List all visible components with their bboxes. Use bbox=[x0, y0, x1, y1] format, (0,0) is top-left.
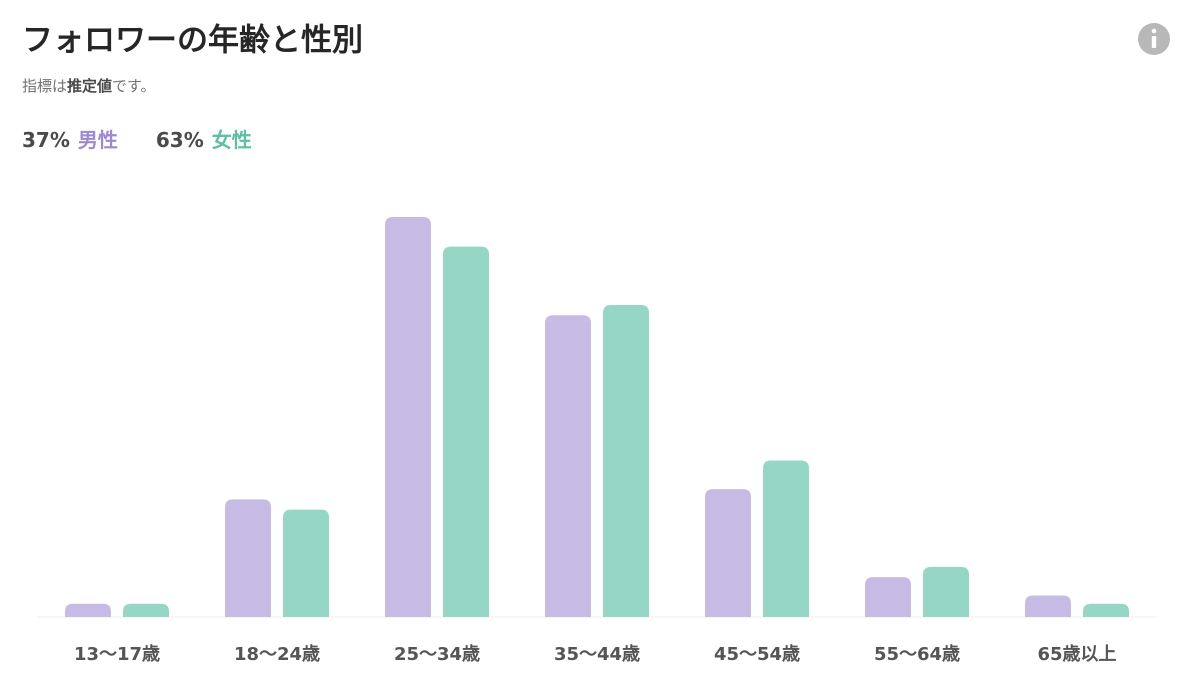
subtitle-text: です。 bbox=[112, 77, 156, 95]
bar bbox=[865, 577, 911, 617]
x-tick-label: 35〜44歳 bbox=[554, 644, 640, 665]
bar bbox=[385, 217, 431, 617]
bar bbox=[123, 603, 169, 617]
subtitle: 指標は推定値です。 bbox=[22, 77, 156, 95]
x-tick-label: 65歳以上 bbox=[1037, 644, 1116, 665]
x-tick-label: 13〜17歳 bbox=[74, 644, 160, 665]
subtitle-emphasis: 推定値 bbox=[67, 77, 112, 95]
bar bbox=[1025, 595, 1071, 617]
legend: 37% 男性 63% 女性 bbox=[22, 128, 252, 152]
bar bbox=[763, 460, 809, 617]
legend-share: 63% bbox=[156, 128, 204, 152]
legend-name: 女性 bbox=[212, 128, 252, 152]
bar bbox=[65, 603, 111, 617]
chart-title: フォロワーの年齢と性別 bbox=[22, 23, 363, 59]
bar bbox=[603, 304, 649, 617]
x-tick-label: 18〜24歳 bbox=[234, 644, 320, 665]
x-tick-label: 45〜54歳 bbox=[714, 644, 800, 665]
info-dot bbox=[1151, 28, 1157, 34]
bar bbox=[283, 509, 329, 617]
legend-name: 男性 bbox=[78, 128, 118, 152]
x-tick-label: 55〜64歳 bbox=[874, 644, 960, 665]
bar bbox=[443, 246, 489, 617]
x-tick-label: 25〜34歳 bbox=[394, 644, 480, 665]
bar bbox=[705, 489, 751, 617]
subtitle-text: 指標は bbox=[22, 77, 67, 95]
info-bar bbox=[1151, 36, 1157, 48]
bar bbox=[923, 566, 969, 617]
info-icon[interactable] bbox=[1138, 23, 1170, 55]
bar bbox=[225, 499, 271, 617]
bar bbox=[1083, 603, 1129, 617]
legend-share: 37% bbox=[22, 128, 70, 152]
bar bbox=[545, 315, 591, 617]
